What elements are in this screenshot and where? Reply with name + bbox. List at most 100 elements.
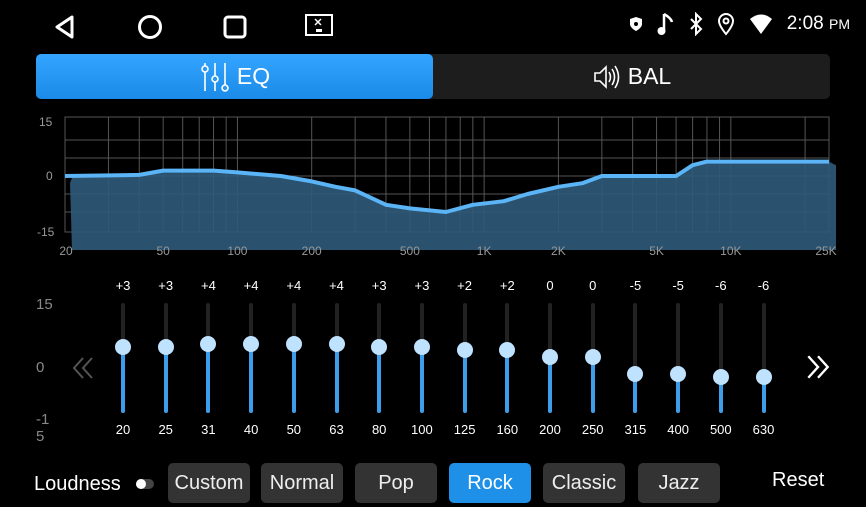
slider-knob[interactable] bbox=[670, 365, 687, 382]
loudness-toggle[interactable] bbox=[136, 479, 154, 489]
tab-bal[interactable]: BAL bbox=[433, 54, 830, 99]
recents-icon[interactable] bbox=[222, 14, 248, 40]
chart-ytick-15: 15 bbox=[39, 115, 53, 129]
band-slider[interactable] bbox=[670, 303, 687, 413]
chart-xtick: 10K bbox=[720, 244, 742, 258]
wifi-icon bbox=[749, 14, 772, 34]
slider-fill bbox=[761, 377, 766, 413]
band-value: -5 bbox=[672, 278, 684, 293]
chart-xtick: 50 bbox=[156, 244, 170, 258]
reset-button[interactable]: Reset bbox=[772, 469, 825, 491]
chart-xtick: 500 bbox=[399, 244, 420, 258]
slider-knob[interactable] bbox=[499, 342, 516, 359]
chevron-double-right-icon[interactable] bbox=[804, 353, 832, 381]
tab-eq[interactable]: EQ bbox=[36, 54, 433, 99]
chart-xtick: 100 bbox=[227, 244, 248, 258]
slider-knob[interactable] bbox=[627, 365, 644, 382]
toggle-knob bbox=[136, 479, 146, 489]
eq-curve-chart bbox=[64, 116, 836, 250]
band-slider[interactable] bbox=[200, 303, 217, 413]
band-value: +3 bbox=[115, 278, 131, 293]
band-slider[interactable] bbox=[755, 303, 772, 413]
slider-knob[interactable] bbox=[712, 368, 729, 385]
slider-knob[interactable] bbox=[542, 349, 558, 365]
band-slider[interactable] bbox=[584, 303, 601, 413]
home-icon[interactable] bbox=[137, 14, 163, 40]
preset-pop[interactable]: Pop bbox=[355, 463, 437, 503]
slider-knob[interactable] bbox=[157, 339, 174, 356]
band-frequency: 80 bbox=[371, 422, 387, 437]
band-slider[interactable] bbox=[499, 303, 516, 413]
band-value: +2 bbox=[457, 278, 473, 293]
slider-knob[interactable] bbox=[243, 335, 260, 352]
chevron-double-left-icon[interactable] bbox=[70, 355, 96, 381]
preset-rock[interactable]: Rock bbox=[449, 463, 531, 503]
slider-fill bbox=[590, 358, 595, 413]
band-slider[interactable] bbox=[627, 303, 644, 413]
band-frequency: 40 bbox=[243, 422, 259, 437]
band-value: 0 bbox=[546, 278, 554, 293]
band-slider[interactable] bbox=[413, 303, 430, 413]
slider-fill bbox=[377, 348, 382, 413]
chart-ytick-0: 0 bbox=[46, 169, 53, 183]
chart-xtick: 200 bbox=[301, 244, 322, 258]
slider-knob[interactable] bbox=[371, 339, 388, 356]
loudness-label: Loudness bbox=[34, 473, 121, 495]
shield-icon bbox=[629, 17, 642, 31]
slider-fill bbox=[419, 348, 424, 413]
speaker-icon bbox=[593, 64, 620, 89]
slider-fill bbox=[291, 344, 296, 413]
band-frequency: 50 bbox=[286, 422, 302, 437]
slider-knob[interactable] bbox=[755, 368, 772, 385]
chart-ytick--15: -15 bbox=[37, 225, 55, 239]
band-slider[interactable] bbox=[285, 303, 302, 413]
band-frequency: 25 bbox=[158, 422, 173, 437]
band-frequency: 400 bbox=[667, 422, 689, 437]
slider-knob[interactable] bbox=[200, 335, 217, 352]
bluetooth-icon bbox=[690, 12, 703, 36]
slider-knob[interactable] bbox=[285, 335, 302, 352]
back-icon[interactable] bbox=[52, 14, 78, 40]
equalizer-icon bbox=[201, 62, 229, 92]
preset-jazz[interactable]: Jazz bbox=[638, 463, 720, 503]
band-frequency: 315 bbox=[624, 422, 647, 437]
band-value: 0 bbox=[589, 278, 597, 293]
band-slider[interactable] bbox=[157, 303, 174, 413]
scale-mid: 0 bbox=[36, 359, 45, 376]
location-icon bbox=[717, 13, 734, 36]
slider-fill bbox=[505, 351, 510, 413]
preset-classic[interactable]: Classic bbox=[543, 463, 625, 503]
band-slider[interactable] bbox=[115, 303, 131, 413]
band-slider[interactable] bbox=[328, 303, 345, 413]
band-value: -5 bbox=[629, 278, 642, 293]
slider-fill bbox=[718, 377, 723, 413]
tab-bal-label: BAL bbox=[627, 63, 672, 89]
slider-knob[interactable] bbox=[584, 349, 601, 365]
band-slider[interactable] bbox=[712, 303, 729, 413]
screen-off-icon[interactable] bbox=[304, 13, 334, 39]
slider-fill bbox=[206, 344, 211, 413]
band-slider[interactable] bbox=[243, 303, 260, 413]
band-frequency: 200 bbox=[539, 422, 561, 437]
slider-knob[interactable] bbox=[456, 342, 473, 359]
slider-fill bbox=[548, 358, 552, 413]
band-value: +3 bbox=[158, 278, 174, 293]
chart-xtick: 2K bbox=[551, 244, 566, 258]
slider-knob[interactable] bbox=[413, 339, 430, 356]
preset-normal[interactable]: Normal bbox=[261, 463, 343, 503]
tab-bar: EQ BAL bbox=[36, 54, 830, 99]
slider-fill bbox=[633, 374, 638, 413]
band-slider[interactable] bbox=[542, 303, 558, 413]
band-frequency: 20 bbox=[115, 422, 131, 437]
band-slider[interactable] bbox=[456, 303, 473, 413]
status-bar: 2:08 PM bbox=[629, 12, 850, 36]
band-frequency: 500 bbox=[709, 422, 732, 437]
band-value: +4 bbox=[243, 278, 259, 293]
band-value: +2 bbox=[499, 278, 515, 293]
band-frequency: 160 bbox=[496, 422, 519, 437]
preset-custom[interactable]: Custom bbox=[168, 463, 250, 503]
slider-knob[interactable] bbox=[115, 339, 131, 356]
slider-knob[interactable] bbox=[328, 335, 345, 352]
band-slider[interactable] bbox=[371, 303, 388, 413]
slider-fill bbox=[121, 348, 125, 413]
